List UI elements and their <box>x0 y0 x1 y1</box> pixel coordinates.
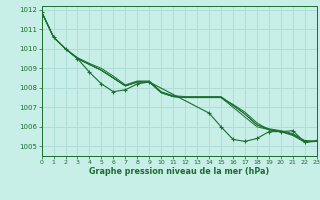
X-axis label: Graphe pression niveau de la mer (hPa): Graphe pression niveau de la mer (hPa) <box>89 167 269 176</box>
